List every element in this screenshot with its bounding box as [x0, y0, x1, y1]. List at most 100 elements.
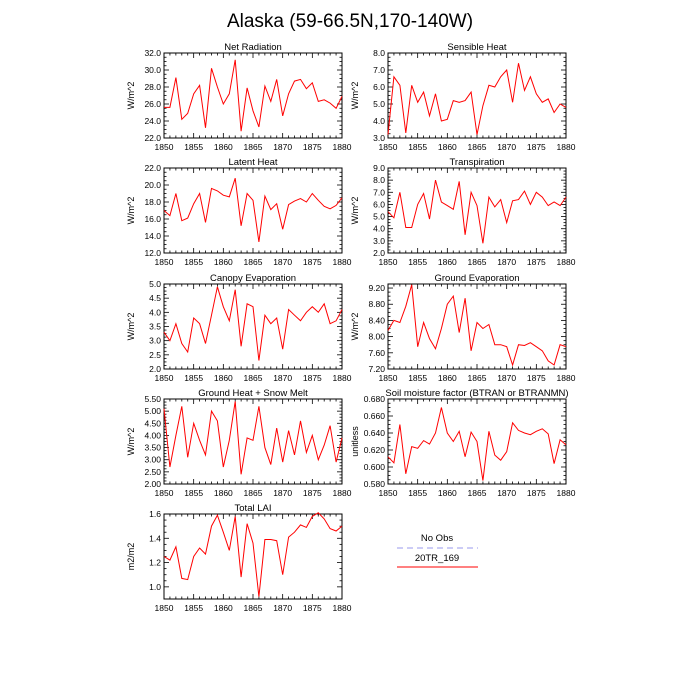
x-tick-label: 1880 — [333, 142, 352, 152]
y-tick-label: 8.0 — [373, 175, 385, 185]
y-tick-label: 7.0 — [373, 187, 385, 197]
x-tick-label: 1860 — [438, 142, 457, 152]
y-axis-label: W/m^2 — [126, 313, 136, 341]
panel-title: Transpiration — [449, 157, 504, 168]
y-tick-label: 0.660 — [364, 411, 386, 421]
series-line — [387, 407, 567, 481]
x-tick-label: 1875 — [303, 257, 322, 267]
series-line — [164, 59, 343, 132]
legend-label-no-obs: No Obs — [421, 533, 453, 544]
y-axis-label: W/m^2 — [350, 82, 360, 110]
x-tick-label: 1880 — [333, 488, 352, 498]
x-tick-label: 1860 — [214, 603, 233, 613]
x-tick-label: 1855 — [184, 257, 203, 267]
series-line — [163, 286, 343, 361]
x-tick-label: 1850 — [379, 257, 398, 267]
plot-frame — [163, 52, 343, 139]
y-tick-label: 28.0 — [144, 82, 161, 92]
x-tick-label: 1870 — [273, 603, 292, 613]
x-tick-label: 1855 — [408, 488, 427, 498]
y-axis-label: unitless — [350, 426, 360, 457]
y-tick-label: 3.0 — [149, 336, 161, 346]
y-tick-label: 8.40 — [368, 315, 385, 325]
x-tick-label: 1850 — [155, 373, 174, 383]
x-tick-label: 1875 — [303, 373, 322, 383]
x-tick-label: 1850 — [155, 257, 174, 267]
x-tick-label: 1865 — [244, 373, 263, 383]
panel-title: Sensible Heat — [447, 42, 507, 53]
y-tick-label: 3.5 — [149, 322, 161, 332]
panel-title: Ground Evaporation — [434, 273, 519, 284]
x-tick-label: 1875 — [527, 257, 546, 267]
y-tick-label: 6.0 — [373, 82, 385, 92]
x-tick-label: 1865 — [244, 488, 263, 498]
plot-frame — [163, 283, 343, 370]
y-axis-label: W/m^2 — [126, 197, 136, 225]
panel-title: Soil moisture factor (BTRAN or BTRANMN) — [385, 388, 568, 399]
x-tick-label: 1860 — [438, 257, 457, 267]
x-tick-label: 1850 — [379, 142, 398, 152]
y-axis-label: W/m^2 — [350, 197, 360, 225]
x-tick-label: 1880 — [333, 373, 352, 383]
panel-net-radiation: Net Radiation 1850 1855 1860 1865 1870 1875 188… — [126, 42, 352, 152]
series-line — [163, 178, 343, 242]
y-tick-label: 7.0 — [373, 65, 385, 75]
x-tick-label: 1850 — [379, 488, 398, 498]
y-tick-label: 5.00 — [144, 406, 161, 416]
y-axis-label: W/m^2 — [350, 313, 360, 341]
y-tick-label: 1.0 — [149, 582, 161, 592]
x-tick-label: 1865 — [468, 488, 487, 498]
x-tick-label: 1870 — [273, 257, 292, 267]
x-tick-label: 1865 — [244, 603, 263, 613]
x-tick-label: 1855 — [408, 373, 427, 383]
plot-frame — [387, 167, 567, 254]
x-tick-label: 1875 — [303, 488, 322, 498]
y-tick-label: 3.00 — [144, 455, 161, 465]
x-tick-label: 1880 — [333, 603, 352, 613]
y-tick-label: 2.00 — [144, 479, 161, 489]
x-tick-label: 1875 — [303, 603, 322, 613]
plot-frame — [387, 52, 567, 139]
y-tick-label: 2.0 — [373, 248, 385, 258]
y-tick-label: 7.60 — [368, 348, 385, 358]
y-tick-label: 0.620 — [364, 445, 386, 455]
y-axis-label: m2/m2 — [126, 543, 136, 571]
y-axis-label: W/m^2 — [126, 82, 136, 110]
y-tick-label: 9.0 — [373, 163, 385, 173]
x-tick-label: 1870 — [273, 373, 292, 383]
x-tick-label: 1875 — [527, 373, 546, 383]
x-tick-label: 1855 — [184, 373, 203, 383]
x-tick-label: 1855 — [408, 142, 427, 152]
y-tick-label: 1.6 — [149, 509, 161, 519]
x-tick-label: 1860 — [214, 257, 233, 267]
series-line — [387, 63, 567, 135]
series-line — [163, 512, 343, 597]
panel-transpiration: Transpiration 1850 1855 1860 1865 1870 1875 188… — [350, 157, 576, 267]
series-line — [387, 284, 567, 367]
y-tick-label: 26.0 — [144, 99, 161, 109]
x-tick-label: 1850 — [155, 142, 174, 152]
panels: Net Radiation 1850 1855 1860 1865 1870 1875 188… — [126, 42, 576, 613]
y-tick-label: 0.580 — [364, 479, 386, 489]
y-tick-label: 5.0 — [373, 99, 385, 109]
panel-title: Ground Heat + Snow Melt — [198, 388, 308, 399]
x-tick-label: 1875 — [527, 142, 546, 152]
legend: No Obs 20TR_169 — [397, 533, 478, 568]
y-tick-label: 20.0 — [144, 180, 161, 190]
y-tick-label: 14.0 — [144, 231, 161, 241]
x-tick-label: 1870 — [497, 257, 516, 267]
y-tick-label: 6.0 — [373, 199, 385, 209]
x-tick-label: 1870 — [497, 373, 516, 383]
series-line — [163, 401, 343, 475]
x-tick-label: 1855 — [184, 603, 203, 613]
y-tick-label: 18.0 — [144, 197, 161, 207]
y-tick-label: 4.0 — [373, 116, 385, 126]
y-tick-label: 4.00 — [144, 430, 161, 440]
panel-title: Total LAI — [235, 503, 272, 514]
y-tick-label: 12.0 — [144, 248, 161, 258]
x-tick-label: 1865 — [468, 142, 487, 152]
plot-frame — [387, 283, 567, 370]
legend-label-20tr-169: 20TR_169 — [415, 553, 459, 564]
panel-title: Net Radiation — [224, 42, 282, 53]
